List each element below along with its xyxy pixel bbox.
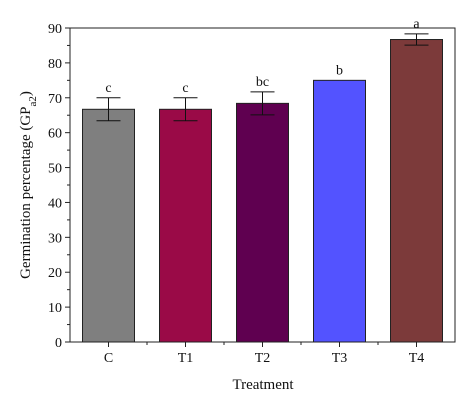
y-axis-label-main: Germination percentage (GP <box>18 106 34 278</box>
y-tick-label: 80 <box>48 57 62 72</box>
significance-label: c <box>105 81 111 96</box>
bar-t1 <box>159 108 212 343</box>
y-tick-label: 50 <box>48 162 62 177</box>
y-tick-label: 0 <box>55 336 62 351</box>
y-tick-label: 90 <box>48 22 62 37</box>
y-tick-label: 40 <box>48 196 62 211</box>
plot-area: 0 10 20 30 40 50 60 70 80 90 c Cc T1 bc T2 b T3 a T4 <box>48 17 456 366</box>
x-tick-label: T1 <box>178 351 194 366</box>
bar-t4 <box>390 39 443 343</box>
y-axis-label-close: ) <box>18 91 34 96</box>
x-axis-label: Treatment <box>232 377 294 393</box>
significance-label: b <box>336 63 343 78</box>
y-tick-label: 10 <box>48 301 62 316</box>
bar-t3 <box>313 79 366 343</box>
y-tick-label: 20 <box>48 266 62 281</box>
x-tick-label: C <box>104 351 113 366</box>
y-tick-label: 60 <box>48 127 62 142</box>
y-axis-label-subscript: a2 <box>27 96 39 106</box>
y-axis-label: Germination percentage (GPa2) <box>18 91 39 279</box>
significance-label: c <box>182 81 188 96</box>
y-tick-label: 70 <box>48 92 62 107</box>
bar-c <box>82 108 135 343</box>
y-tick-label: 30 <box>48 231 62 246</box>
x-tick-label: T2 <box>255 351 271 366</box>
x-tick-label: T4 <box>409 351 425 366</box>
x-tick-label: T3 <box>332 351 348 366</box>
significance-label: bc <box>256 75 269 90</box>
significance-label: a <box>413 17 420 32</box>
bar-t2 <box>236 102 289 343</box>
